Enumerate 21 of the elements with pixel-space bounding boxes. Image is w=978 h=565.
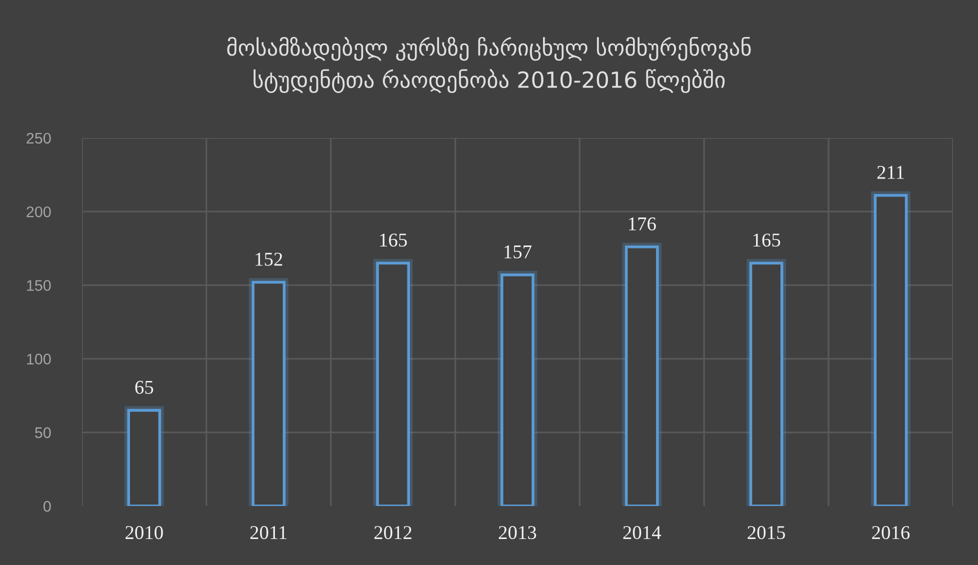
data-label: 176 bbox=[629, 217, 656, 230]
x-tick-label: 2015 bbox=[748, 526, 786, 540]
y-tick-label: 0 bbox=[44, 500, 51, 512]
data-label: 165 bbox=[380, 234, 407, 247]
y-tick-label: 100 bbox=[27, 354, 51, 364]
x-tick-label: 2014 bbox=[623, 526, 662, 540]
y-tick-label: 200 bbox=[26, 206, 51, 218]
x-tick-label: 2010 bbox=[126, 526, 163, 540]
data-label: 211 bbox=[877, 166, 904, 179]
x-tick-label: 2013 bbox=[498, 526, 536, 540]
x-tick-label: 2012 bbox=[374, 526, 412, 540]
x-tick-label: 2016 bbox=[872, 526, 910, 540]
x-tick-label: 2011 bbox=[250, 526, 287, 540]
y-tick-label: 50 bbox=[35, 427, 51, 438]
data-label: 65 bbox=[135, 380, 154, 394]
data-label: 157 bbox=[504, 245, 532, 258]
y-tick-label: 250 bbox=[26, 132, 51, 144]
data-label: 165 bbox=[753, 234, 780, 247]
chart-title: მოსამზადებელ კურსზე ჩარიცხულ სომხურენოვან სტუდენტთა რაოდენობა 2010-2016 წლებში bbox=[227, 36, 751, 94]
data-label: 152 bbox=[256, 252, 282, 266]
y-tick-label: 150 bbox=[27, 280, 51, 291]
